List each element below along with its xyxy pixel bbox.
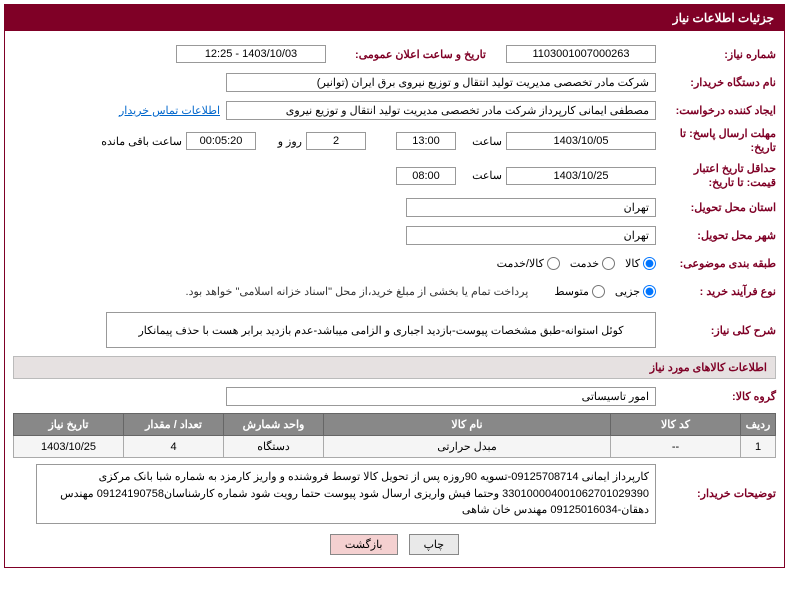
response-deadline-label: مهلت ارسال پاسخ: تا تاریخ: [656,127,776,156]
city-value: تهران [406,226,656,245]
buyer-contact-link[interactable]: اطلاعات تماس خریدار [119,104,226,117]
cell-name: مبدل حرارتی [324,436,611,458]
radio-goods[interactable]: کالا [625,257,656,270]
days-left-value: 2 [306,132,366,150]
validity-hour-value: 08:00 [396,167,456,185]
cell-code: -- [611,436,741,458]
time-left-value: 00:05:20 [186,132,256,150]
requester-value: مصطفی ایمانی کارپرداز شرکت مادر تخصصی مد… [226,101,656,120]
print-button[interactable]: چاپ [409,534,460,555]
need-desc-label: شرح کلی نیاز: [656,324,776,337]
goods-table: ردیف کد کالا نام کالا واحد شمارش تعداد /… [13,413,776,458]
table-row: 1--مبدل حرارتیدستگاه41403/10/25 [14,436,776,458]
back-button[interactable]: بازگشت [330,534,398,555]
cell-date: 1403/10/25 [14,436,124,458]
th-code: کد کالا [611,414,741,436]
buyer-notes-value: کارپرداز ایمانی 09125708714-تسویه 90روزه… [36,464,656,524]
radio-service[interactable]: خدمت [570,257,615,270]
radio-partial[interactable]: جزیی [615,285,656,298]
validity-date-value: 1403/10/25 [506,167,656,185]
cell-unit: دستگاه [224,436,324,458]
announce-date-label: تاریخ و ساعت اعلان عمومی: [326,48,486,61]
cell-idx: 1 [741,436,776,458]
title-bar: جزئیات اطلاعات نیاز [5,5,784,31]
need-number-label: شماره نیاز: [656,48,776,61]
goods-group-label: گروه کالا: [656,390,776,403]
th-qty: تعداد / مقدار [124,414,224,436]
th-name: نام کالا [324,414,611,436]
need-desc-value: کوئل استوانه-طبق مشخصات پیوست-بازدید اجب… [106,312,656,348]
radio-goods-service-label: کالا/خدمت [497,257,544,270]
remaining-label: ساعت باقی مانده [96,135,186,148]
buyer-org-value: شرکت مادر تخصصی مدیریت تولید انتقال و تو… [226,73,656,92]
announce-date-value: 1403/10/03 - 12:25 [176,45,326,63]
need-number-value: 1103001007000263 [506,45,656,63]
th-date: تاریخ نیاز [14,414,124,436]
day-and-label: روز و [256,135,306,148]
radio-service-label: خدمت [570,257,599,270]
purchase-type-radio-group: جزیی متوسط [554,285,656,298]
province-label: استان محل تحویل: [656,201,776,214]
category-label: طبقه بندی موضوعی: [656,257,776,270]
price-validity-label: حداقل تاریخ اعتبار قیمت: تا تاریخ: [656,162,776,191]
payment-note: پرداخت تمام یا بخشی از مبلغ خرید،از محل … [186,285,535,298]
purchase-type-label: نوع فرآیند خرید : [656,285,776,298]
requester-label: ایجاد کننده درخواست: [656,104,776,117]
th-unit: واحد شمارش [224,414,324,436]
buyer-notes-label: توضیحات خریدار: [656,487,776,500]
category-radio-group: کالا خدمت کالا/خدمت [497,257,656,270]
hour-label-2: ساعت [456,169,506,182]
buyer-org-label: نام دستگاه خریدار: [656,76,776,89]
radio-goods-label: کالا [625,257,640,270]
province-value: تهران [406,198,656,217]
radio-medium-label: متوسط [554,285,589,298]
radio-partial-label: جزیی [615,285,640,298]
goods-group-value: امور تاسیساتی [226,387,656,406]
hour-label-1: ساعت [456,135,506,148]
th-idx: ردیف [741,414,776,436]
response-date-value: 1403/10/05 [506,132,656,150]
city-label: شهر محل تحویل: [656,229,776,242]
goods-info-section-bar: اطلاعات کالاهای مورد نیاز [13,356,776,379]
radio-goods-service[interactable]: کالا/خدمت [497,257,560,270]
radio-medium[interactable]: متوسط [554,285,605,298]
cell-qty: 4 [124,436,224,458]
response-hour-value: 13:00 [396,132,456,150]
